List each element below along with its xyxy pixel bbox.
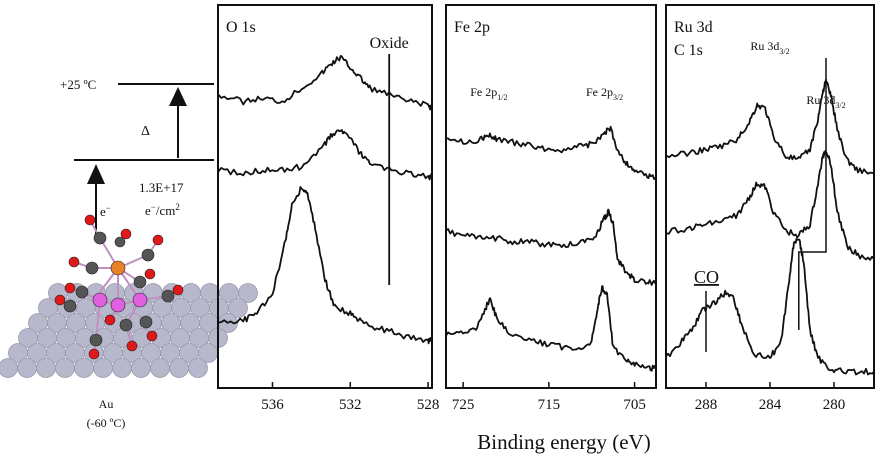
molecule-atom — [89, 333, 103, 347]
x-tick-label: 528 — [417, 397, 440, 413]
spectrum-line — [217, 55, 433, 111]
cluster-molecule — [54, 214, 184, 360]
dose-value: 1.3E+17 — [139, 180, 184, 195]
molecule-atom — [54, 294, 66, 306]
au-atom — [36, 358, 56, 378]
molecule-atom — [110, 297, 126, 313]
scheme-panel: +25 ºC Δ e− 1.3E+17 e−/cm2 Au (-60 ºC) — [0, 77, 258, 430]
au-atom — [0, 358, 18, 378]
co-label: CO — [694, 267, 719, 287]
au-atom — [228, 298, 248, 318]
panel-title: Fe 2p — [454, 19, 490, 36]
molecule-atom — [146, 330, 158, 342]
molecule-atom — [84, 214, 96, 226]
substrate-temperature: (-60 ºC) — [87, 416, 126, 430]
panel-title: O 1s — [226, 19, 256, 36]
anneal-arrow-head — [169, 87, 187, 106]
molecule-atom — [120, 228, 132, 240]
au-atom — [17, 358, 37, 378]
au-atom — [93, 358, 113, 378]
x-tick-label: 715 — [538, 397, 561, 413]
x-tick-label: 725 — [452, 397, 475, 413]
au-atom — [74, 358, 94, 378]
x-axis-label: Binding energy (eV) — [477, 430, 650, 454]
molecule-atom — [104, 314, 116, 326]
molecule-atom — [139, 315, 153, 329]
molecule-atom — [152, 234, 164, 246]
panel-frame — [445, 4, 657, 389]
molecule-atom — [88, 348, 100, 360]
molecule-atom — [133, 275, 147, 289]
substrate-label: Au — [99, 397, 114, 411]
au-atom — [112, 358, 132, 378]
x-tick-label: 705 — [623, 397, 646, 413]
spectrum-line — [217, 186, 433, 345]
molecule-atom — [126, 340, 138, 352]
molecule-atom — [119, 318, 133, 332]
spectra-panels: O 1s 536 532 528 Oxide Fe 2p 725 715 705 Fe 2p1/2… — [217, 4, 875, 413]
peak-label: Fe 2p3/2 — [586, 85, 623, 102]
au-atom — [169, 358, 189, 378]
spectrum-line — [665, 78, 875, 175]
peak-label: Ru 3d3/2 — [750, 39, 789, 56]
molecule-atom — [93, 231, 107, 245]
molecule-atom — [92, 292, 108, 308]
x-tick-label: 532 — [339, 397, 362, 413]
molecule-atom — [63, 299, 77, 313]
spectrum-line — [217, 129, 433, 181]
x-tick-label: 288 — [695, 397, 718, 413]
spectrum-line — [445, 208, 657, 286]
x-tick-label: 280 — [823, 397, 846, 413]
dose-unit: e−/cm2 — [145, 202, 180, 218]
molecule-atom — [85, 261, 99, 275]
au-atom — [131, 358, 151, 378]
gold-surface — [0, 283, 258, 378]
panel-3: Ru 3d C 1s 288 284 280 Ru 3d3/2 Ru 3d3/2 CO — [665, 4, 875, 413]
au-atom — [238, 283, 258, 303]
electron-label: e− — [100, 203, 111, 219]
spectrum-line — [665, 149, 875, 261]
shift-marker — [798, 58, 827, 330]
molecule-atom — [141, 248, 155, 262]
molecule-atom — [64, 282, 76, 294]
molecule-atom — [114, 236, 126, 248]
peak-label: Fe 2p1/2 — [470, 85, 507, 102]
molecule-atom — [161, 289, 175, 303]
temperature-label: +25 ºC — [60, 77, 96, 92]
spectrum-line — [665, 237, 875, 376]
molecule-atom — [144, 268, 156, 280]
panel-subtitle: C 1s — [674, 42, 703, 59]
molecule-atom — [110, 260, 126, 276]
panel-2: Fe 2p 725 715 705 Fe 2p1/2 Fe 2p3/2 — [445, 4, 657, 413]
au-atom — [150, 358, 170, 378]
au-atom — [188, 358, 208, 378]
molecule-atom — [68, 256, 80, 268]
peak-label: Oxide — [370, 35, 409, 52]
molecule-atom — [132, 292, 148, 308]
panel-title: Ru 3d — [674, 19, 713, 36]
panel-frame — [217, 4, 433, 389]
delta-label: Δ — [141, 124, 150, 139]
molecule-atom — [172, 284, 184, 296]
x-tick-label: 536 — [261, 397, 284, 413]
au-atom — [55, 358, 75, 378]
electron-arrow-head — [87, 164, 105, 184]
spectrum-line — [445, 285, 657, 372]
panel-frame — [665, 4, 875, 389]
panel-1: O 1s 536 532 528 Oxide — [217, 4, 440, 413]
spectrum-line — [445, 125, 657, 180]
peak-label: Ru 3d3/2 — [806, 93, 845, 110]
molecule-atom — [75, 285, 89, 299]
x-tick-label: 284 — [759, 397, 782, 413]
